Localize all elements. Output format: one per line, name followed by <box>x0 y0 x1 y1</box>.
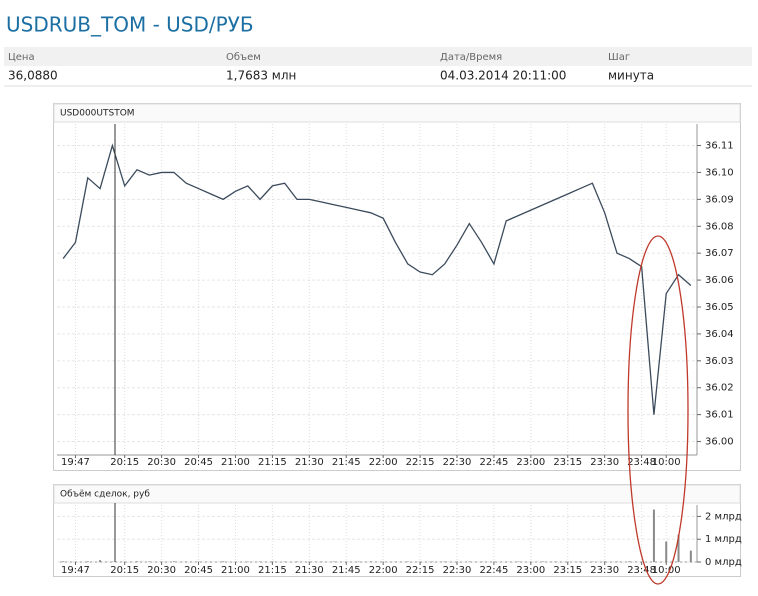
x-tick-label: 20:15 <box>110 457 139 468</box>
x-tick-label: 21:15 <box>258 565 287 576</box>
volume-bar <box>87 561 89 562</box>
volume-bar <box>628 561 630 562</box>
table-cell: 36,0880 <box>8 69 58 83</box>
column-header: Дата/Время <box>440 52 502 63</box>
x-tick-label: 22:45 <box>480 457 509 468</box>
table-cell: 1,7683 млн <box>226 69 296 83</box>
x-tick-label: 10:00 <box>652 565 681 576</box>
x-tick-label: 20:30 <box>147 457 176 468</box>
x-tick-label: 20:45 <box>184 565 213 576</box>
y-tick-label: 36.06 <box>705 275 734 286</box>
y-tick-label: 2 млрд <box>705 511 742 522</box>
x-tick-label: 22:30 <box>443 565 472 576</box>
volume-bar <box>690 551 692 562</box>
y-tick-label: 36.03 <box>705 356 734 367</box>
y-tick-label: 36.09 <box>705 194 734 205</box>
x-tick-label: 22:00 <box>369 457 398 468</box>
volume-title-bar <box>54 485 740 503</box>
page-title: USDRUB_TOM - USD/РУБ <box>6 13 254 37</box>
x-tick-label: 10:00 <box>652 457 681 468</box>
y-tick-label: 36.02 <box>705 383 734 394</box>
volume-bar <box>653 510 655 562</box>
volume-bar <box>665 541 667 562</box>
y-tick-label: 36.08 <box>705 221 734 232</box>
y-tick-label: 1 млрд <box>705 534 742 545</box>
table-cell: минута <box>608 69 654 83</box>
x-tick-label: 22:15 <box>406 457 435 468</box>
x-tick-label: 21:30 <box>295 565 324 576</box>
x-tick-label: 22:00 <box>369 565 398 576</box>
chart-panel <box>54 104 741 471</box>
chart-title: USD000UTSTOM <box>60 109 135 119</box>
x-tick-label: 23:00 <box>516 565 545 576</box>
x-tick-label: 23:00 <box>516 457 545 468</box>
y-tick-label: 36.11 <box>705 141 734 152</box>
x-tick-label: 22:45 <box>480 565 509 576</box>
x-tick-label: 21:15 <box>258 457 287 468</box>
volume-bar <box>136 561 138 562</box>
column-header: Цена <box>8 52 35 63</box>
highlight-ellipse <box>628 236 688 584</box>
x-tick-label: 23:30 <box>590 565 619 576</box>
y-tick-label: 36.05 <box>705 302 734 313</box>
y-tick-label: 36.07 <box>705 248 734 259</box>
volume-bar <box>173 561 175 562</box>
x-tick-label: 19:47 <box>61 565 90 576</box>
volume-bar <box>271 561 273 562</box>
volume-bar <box>99 560 101 562</box>
x-tick-label: 20:45 <box>184 457 213 468</box>
x-tick-label: 23:15 <box>553 457 582 468</box>
plots: USD000UTSTOM 36.00 36.01 36.02 36.03 36.04 36.… <box>57 109 742 577</box>
x-tick-label: 21:45 <box>332 565 361 576</box>
volume-bar <box>62 561 64 562</box>
y-tick-label: 36.01 <box>705 410 734 421</box>
table-header-bg <box>4 47 752 66</box>
x-tick-label: 21:00 <box>221 457 250 468</box>
column-header: Шаг <box>608 52 630 63</box>
y-tick-label: 36.04 <box>705 329 734 340</box>
table-cell: 04.03.2014 20:11:00 <box>440 69 566 83</box>
x-tick-label: 22:30 <box>443 457 472 468</box>
x-tick-label: 21:00 <box>221 565 250 576</box>
x-tick-label: 21:30 <box>295 457 324 468</box>
x-tick-label: 23:30 <box>590 457 619 468</box>
volume-bar <box>370 561 372 562</box>
x-tick-label: 19:47 <box>61 457 90 468</box>
y-tick-label: 0 млрд <box>705 557 742 568</box>
y-tick-label: 36.10 <box>705 167 734 178</box>
chart-title: Объём сделок, руб <box>60 490 150 500</box>
y-tick-label: 36.00 <box>705 437 734 448</box>
chart-title-bar <box>54 104 740 122</box>
x-tick-label: 20:30 <box>147 565 176 576</box>
x-tick-label: 20:15 <box>110 565 139 576</box>
x-tick-label: 23:15 <box>553 565 582 576</box>
column-header: Объем <box>226 52 261 63</box>
volume-bar <box>222 561 224 562</box>
x-tick-label: 21:45 <box>332 457 361 468</box>
x-tick-label: 22:15 <box>406 565 435 576</box>
volume-bar <box>604 561 606 562</box>
